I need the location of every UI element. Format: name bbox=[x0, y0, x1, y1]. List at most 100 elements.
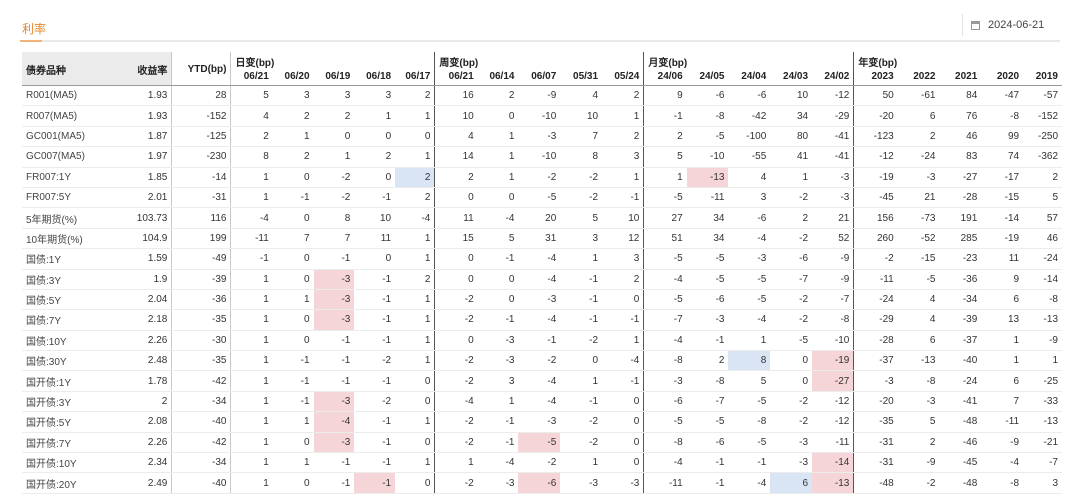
table-row[interactable]: 国债:1Y 1.59 -49 -1 0 -1 0 1 0 -1 -4 1 3 -5 -5 -3 -6 -9 -2 -1… bbox=[22, 248, 1062, 270]
cell-yearly-change: -9 bbox=[897, 452, 940, 474]
col-header-yield[interactable]: 收益率 bbox=[123, 52, 172, 86]
cell-weekly-change: -2 bbox=[434, 289, 478, 311]
cell-monthly-change: -8 bbox=[686, 105, 729, 127]
table-row[interactable]: GC001(MA5) 1.87 -125 2 1 0 0 0 4 1 -3 7 2 2 -5 -100 80 -4… bbox=[22, 126, 1062, 148]
col-header-name[interactable]: 债券品种 bbox=[22, 52, 124, 86]
cell-daily-change: -1 bbox=[313, 350, 355, 372]
cell-yearly-change: -48 bbox=[939, 472, 982, 494]
table-row[interactable]: 国债:7Y 2.18 -35 1 0 -3 -1 1 -2 -1 -4 -1 -1 -7 -3 -4 -2 -8-… bbox=[22, 309, 1062, 331]
col-header-daily-0[interactable]: 06/21 bbox=[230, 69, 273, 86]
table-row[interactable]: R007(MA5) 1.93 -152 4 2 2 1 1 10 0 -10 10 1 -1 -8 -42 34… bbox=[22, 105, 1062, 127]
table-row[interactable]: 国债:10Y 2.26 -30 1 0 -1 -1 1 0 -3 -1 -2 1 -4 -1 1 -5 -10 -2… bbox=[22, 330, 1062, 352]
cell-daily-change: -1 bbox=[354, 370, 396, 392]
cell-daily-change: 3 bbox=[313, 85, 355, 107]
cell-yearly-change: 74 bbox=[981, 146, 1024, 168]
cell-yearly-change: -45 bbox=[853, 187, 898, 209]
col-header-monthly-0[interactable]: 24/06 bbox=[643, 69, 687, 86]
table-row[interactable]: FR007:5Y 2.01 -31 1 -1 -2 -1 2 0 0 -5 -2 -1 -5 -11 3 -2-… bbox=[22, 187, 1062, 209]
col-header-yearly-1[interactable]: 2022 bbox=[897, 69, 940, 86]
col-header-yearly-4[interactable]: 2019 bbox=[1023, 69, 1062, 86]
table-row[interactable]: 国开债:1Y 1.78 -42 1 -1 -1 -1 0 -2 3 -4 1 -1 -3 -8 5 0 -27 -3… bbox=[22, 370, 1062, 392]
col-header-daily-3[interactable]: 06/18 bbox=[354, 69, 396, 86]
col-header-weekly-0[interactable]: 06/21 bbox=[434, 69, 478, 86]
table-row[interactable]: 国债:5Y 2.04 -36 1 1 -3 -1 1 -2 0 -3 -1 0 -5 -6 -5 -2 -7 -24… bbox=[22, 289, 1062, 311]
col-header-daily-4[interactable]: 06/17 bbox=[395, 69, 435, 86]
table-row[interactable]: 国开债:5Y 2.08 -40 1 1 -4 -1 1 -2 -1 -3 -2 0 -5 -5 -8 -2 -12… bbox=[22, 411, 1062, 433]
cell-yearly-change: -25 bbox=[1023, 370, 1062, 392]
cell-monthly-change: -6 bbox=[770, 248, 813, 270]
cell-daily-change: 3 bbox=[354, 85, 396, 107]
tab-rates[interactable]: 利率 bbox=[22, 22, 47, 36]
cell-bond-name: R007(MA5) bbox=[22, 105, 124, 127]
col-header-daily-1[interactable]: 06/20 bbox=[272, 69, 314, 86]
cell-monthly-change: 2 bbox=[770, 207, 813, 229]
cell-yearly-change: -2 bbox=[853, 248, 898, 270]
cell-monthly-change: -3 bbox=[686, 309, 729, 331]
cell-yearly-change: -36 bbox=[939, 269, 982, 290]
cell-weekly-change: -1 bbox=[518, 330, 561, 352]
cell-weekly-change: 1 bbox=[434, 452, 478, 474]
col-header-monthly-3[interactable]: 24/03 bbox=[770, 69, 813, 86]
cell-weekly-change: 2 bbox=[434, 167, 478, 188]
cell-yearly-change: -152 bbox=[1023, 105, 1062, 127]
col-header-yearly-0[interactable]: 2023 bbox=[853, 69, 898, 86]
col-header-monthly-4[interactable]: 24/02 bbox=[812, 69, 854, 86]
cell-yearly-change: -39 bbox=[939, 309, 982, 331]
col-header-monthly-2[interactable]: 24/04 bbox=[728, 69, 771, 86]
cell-weekly-change: -2 bbox=[560, 167, 603, 188]
cell-daily-change: 1 bbox=[272, 289, 314, 311]
cell-yearly-change: 84 bbox=[939, 85, 982, 107]
date-picker[interactable]: 2024-06-21 bbox=[962, 14, 1059, 36]
cell-daily-change: -1 bbox=[272, 370, 314, 392]
table-row[interactable]: 国开债:7Y 2.26 -42 1 0 -3 -1 0 -2 -1 -5 -2 0 -8 -6 -5 -3 -11… bbox=[22, 432, 1062, 454]
cell-weekly-change: 10 bbox=[434, 105, 478, 127]
cell-yearly-change: -13 bbox=[1023, 309, 1062, 331]
cell-weekly-change: 4 bbox=[560, 85, 603, 107]
table-row[interactable]: 国债:3Y 1.9 -39 1 0 -3 -1 2 0 0 -4 -1 2 -4 -5 -5 -7 -9 -11 -5… bbox=[22, 269, 1062, 290]
cell-daily-change: 1 bbox=[230, 330, 273, 352]
cell-monthly-change: -3 bbox=[812, 167, 854, 188]
cell-yearly-change: 21 bbox=[897, 187, 940, 209]
cell-yield: 2.08 bbox=[123, 411, 172, 433]
cell-ytd: -49 bbox=[171, 248, 231, 270]
table-row[interactable]: 10年期货(%) 104.9 199 -11 7 7 11 1 15 5 31 3 12 51 34 -4 -2… bbox=[22, 228, 1062, 250]
col-header-weekly-4[interactable]: 05/24 bbox=[602, 69, 644, 86]
col-header-daily-2[interactable]: 06/19 bbox=[313, 69, 355, 86]
cell-weekly-change: 3 bbox=[477, 370, 519, 392]
cell-daily-change: 11 bbox=[354, 228, 396, 250]
cell-monthly-change: -1 bbox=[686, 472, 729, 494]
table-row[interactable]: R001(MA5) 1.93 28 5 3 3 3 2 16 2 -9 4 2 9 -6 -6 10 -12 50-… bbox=[22, 85, 1062, 107]
col-header-weekly-2[interactable]: 06/07 bbox=[518, 69, 561, 86]
cell-daily-change: -1 bbox=[354, 187, 396, 209]
tab-underline bbox=[20, 40, 1060, 42]
col-header-ytd[interactable]: YTD(bp) bbox=[171, 52, 231, 86]
cell-yearly-change: 5 bbox=[1023, 187, 1062, 209]
cell-monthly-change: -5 bbox=[686, 126, 729, 148]
col-header-weekly-3[interactable]: 05/31 bbox=[560, 69, 603, 86]
col-header-monthly-1[interactable]: 24/05 bbox=[686, 69, 729, 86]
cell-yearly-change: 191 bbox=[939, 207, 982, 229]
table-row[interactable]: FR007:1Y 1.85 -14 1 0 -2 0 2 2 1 -2 -2 1 1 -13 4 1 -3 -19-… bbox=[22, 167, 1062, 188]
table-row[interactable]: 国债:30Y 2.48 -35 1 -1 -1 -2 1 -2 -3 -2 0 -4 -8 2 8 0 -19 -3… bbox=[22, 350, 1062, 372]
cell-bond-name: 国债:1Y bbox=[22, 248, 124, 270]
cell-daily-change: -1 bbox=[313, 330, 355, 352]
cell-monthly-change: 34 bbox=[686, 228, 729, 250]
cell-ytd: -30 bbox=[171, 330, 231, 352]
cell-yearly-change: -47 bbox=[981, 85, 1024, 107]
col-header-yearly-3[interactable]: 2020 bbox=[981, 69, 1024, 86]
cell-monthly-change: -7 bbox=[686, 391, 729, 413]
cell-daily-change: 0 bbox=[395, 370, 435, 392]
cell-weekly-change: -2 bbox=[560, 411, 603, 433]
col-header-yearly-2[interactable]: 2021 bbox=[939, 69, 982, 86]
cell-yearly-change: 13 bbox=[981, 309, 1024, 331]
table-row[interactable]: 国开债:20Y 2.49 -40 1 0 -1 -1 0 -2 -3 -6 -3 -3 -11 -1 -4 6-… bbox=[22, 472, 1062, 494]
cell-yearly-change: -48 bbox=[853, 472, 898, 494]
cell-monthly-change: -41 bbox=[812, 146, 854, 168]
table-row[interactable]: 5年期货(%) 103.73 116 -4 0 8 10 -4 11 -4 20 5 10 27 34 -6 2… bbox=[22, 207, 1062, 229]
table-row[interactable]: GC007(MA5) 1.97 -230 8 2 1 2 1 14 1 -10 8 3 5 -10 -55 41… bbox=[22, 146, 1062, 168]
cell-bond-name: 国债:5Y bbox=[22, 289, 124, 311]
cell-monthly-change: 52 bbox=[812, 228, 854, 250]
table-row[interactable]: 国开债:10Y 2.34 -34 1 1 -1 -1 1 1 -4 -2 1 0 -4 -1 -1 -3 -14-… bbox=[22, 452, 1062, 474]
table-row[interactable]: 国开债:3Y 2 -34 1 -1 -3 -2 0 -4 1 -4 -1 0 -6 -7 -5 -2 -12 -20… bbox=[22, 391, 1062, 413]
col-header-weekly-1[interactable]: 06/14 bbox=[477, 69, 519, 86]
